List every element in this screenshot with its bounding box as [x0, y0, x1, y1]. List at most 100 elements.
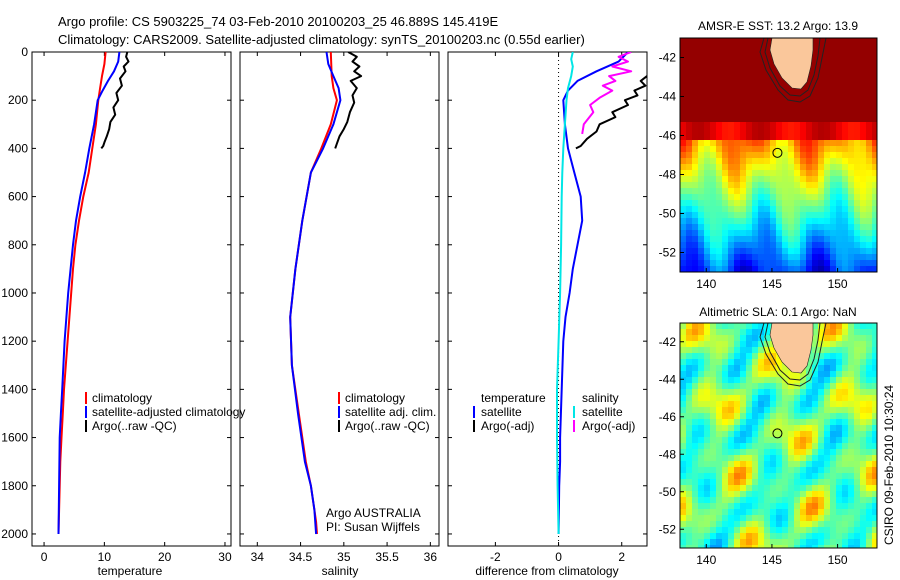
- map-cell: [728, 44, 735, 51]
- map-cell: [842, 74, 849, 81]
- map-cell: [686, 533, 693, 540]
- map-cell: [806, 74, 813, 81]
- map-cell: [704, 134, 711, 141]
- map-cell: [740, 80, 747, 87]
- map-cell: [860, 116, 867, 123]
- map-cell: [800, 539, 807, 546]
- map-cell: [824, 116, 831, 123]
- map-cell: [734, 146, 741, 153]
- map-cell: [860, 182, 867, 189]
- map-cell: [692, 455, 699, 462]
- map-cell: [740, 335, 747, 342]
- map-cell: [854, 479, 861, 486]
- map-cell: [860, 329, 867, 336]
- map-cell: [872, 365, 877, 372]
- map-cell: [710, 509, 717, 516]
- map-cell: [872, 449, 877, 456]
- map-cell: [746, 449, 753, 456]
- map-cell: [692, 395, 699, 402]
- map-cell: [704, 224, 711, 231]
- map-cell: [740, 158, 747, 165]
- map-cell: [704, 443, 711, 450]
- map-cell: [830, 50, 837, 57]
- map-cell: [776, 140, 783, 147]
- map-cell: [710, 62, 717, 69]
- map-cell: [812, 539, 819, 546]
- map-cell: [716, 74, 723, 81]
- map-cell: [788, 134, 795, 141]
- map-cell: [746, 266, 753, 272]
- map-cell: [686, 521, 693, 528]
- map-cell: [872, 419, 877, 426]
- map-cell: [764, 461, 771, 468]
- map-cell: [752, 467, 759, 474]
- map-cell: [746, 371, 753, 378]
- map-cell: [722, 437, 729, 444]
- map-cell: [722, 491, 729, 498]
- map-cell: [686, 341, 693, 348]
- map-cell: [770, 86, 777, 93]
- map-cell: [770, 266, 777, 272]
- map-cell: [764, 491, 771, 498]
- map-cell: [686, 182, 693, 189]
- map-cell: [692, 425, 699, 432]
- map-cell: [740, 323, 747, 330]
- map-cell: [866, 242, 873, 249]
- map-cell: [692, 254, 699, 261]
- map-cell: [710, 158, 717, 165]
- map-cell: [818, 491, 825, 498]
- map-cell: [722, 323, 729, 330]
- map-cell: [854, 44, 861, 51]
- map-cell: [836, 206, 843, 213]
- map-cell: [830, 371, 837, 378]
- map-cell: [776, 98, 783, 105]
- map-cell: [746, 479, 753, 486]
- map-cell: [824, 395, 831, 402]
- map-cell: [830, 230, 837, 237]
- map-cell: [860, 44, 867, 51]
- map-cell: [776, 395, 783, 402]
- map-cell: [842, 407, 849, 414]
- map-cell: [710, 242, 717, 249]
- map-cell: [746, 539, 753, 546]
- map-cell: [776, 86, 783, 93]
- map-cell: [740, 473, 747, 480]
- map-cell: [716, 140, 723, 147]
- map-cell: [800, 503, 807, 510]
- map-cell: [752, 407, 759, 414]
- map-cell: [866, 527, 873, 534]
- map-cell: [830, 116, 837, 123]
- map-cell: [836, 152, 843, 159]
- map-cell: [860, 491, 867, 498]
- sst-map-panel: AMSR-E SST: 13.2 Argo: 13.9 140 145 150-42…: [659, 19, 878, 291]
- map-cell: [842, 461, 849, 468]
- map-cell: [740, 170, 747, 177]
- map-cell: [782, 128, 789, 135]
- map-cell: [812, 401, 819, 408]
- map-cell: [746, 347, 753, 354]
- map-cell: [710, 455, 717, 462]
- map-cell: [812, 212, 819, 219]
- x-tick-label: 35.5: [375, 550, 399, 564]
- map-cell: [854, 104, 861, 111]
- map-cell: [872, 383, 877, 390]
- map-cell: [842, 194, 849, 201]
- sla-contour-inner: [764, 323, 821, 381]
- map-cell: [830, 401, 837, 408]
- map-cell: [758, 437, 765, 444]
- map-cell: [782, 248, 789, 255]
- map-cell: [824, 455, 831, 462]
- map-cell: [824, 44, 831, 51]
- map-cell: [800, 497, 807, 504]
- map-cell: [734, 104, 741, 111]
- map-cell: [806, 206, 813, 213]
- map-cell: [728, 260, 735, 267]
- map-cell: [704, 248, 711, 255]
- map-cell: [764, 371, 771, 378]
- map-cell: [728, 266, 735, 272]
- map-cell: [686, 68, 693, 75]
- map-cell: [872, 503, 877, 510]
- map-cell: [848, 437, 855, 444]
- map-cell: [686, 122, 693, 129]
- map-cell: [800, 545, 807, 548]
